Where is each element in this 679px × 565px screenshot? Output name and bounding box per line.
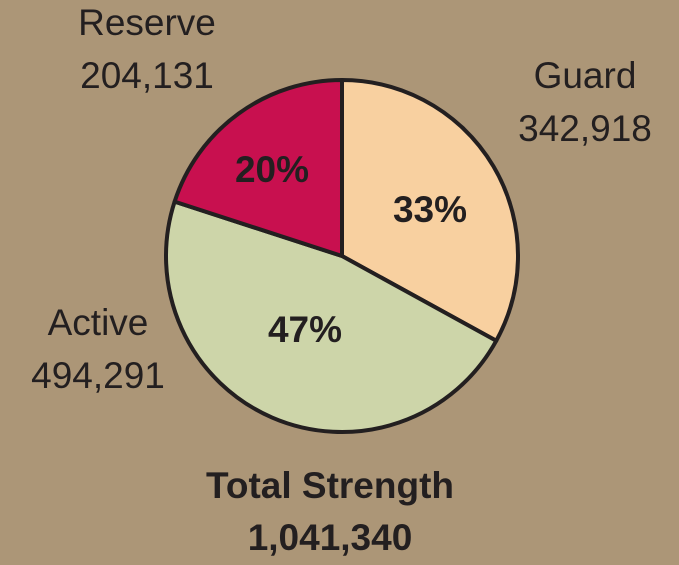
slice-name: Active [48,302,149,343]
slice-name: Guard [534,55,637,96]
slice-percent: 47% [268,309,342,350]
slice-count: 342,918 [518,108,652,149]
chart-title: Total Strength [206,465,454,506]
slice-percent: 20% [235,149,309,190]
slice-count: 204,131 [80,55,214,96]
pie-slice [172,78,344,258]
pie-slice [340,78,520,343]
slice-count: 494,291 [31,355,165,396]
slice-name: Reserve [78,2,216,43]
total-label: 1,041,340 [248,517,413,558]
pie-slice [164,199,499,434]
slice-percent: 33% [393,189,467,230]
